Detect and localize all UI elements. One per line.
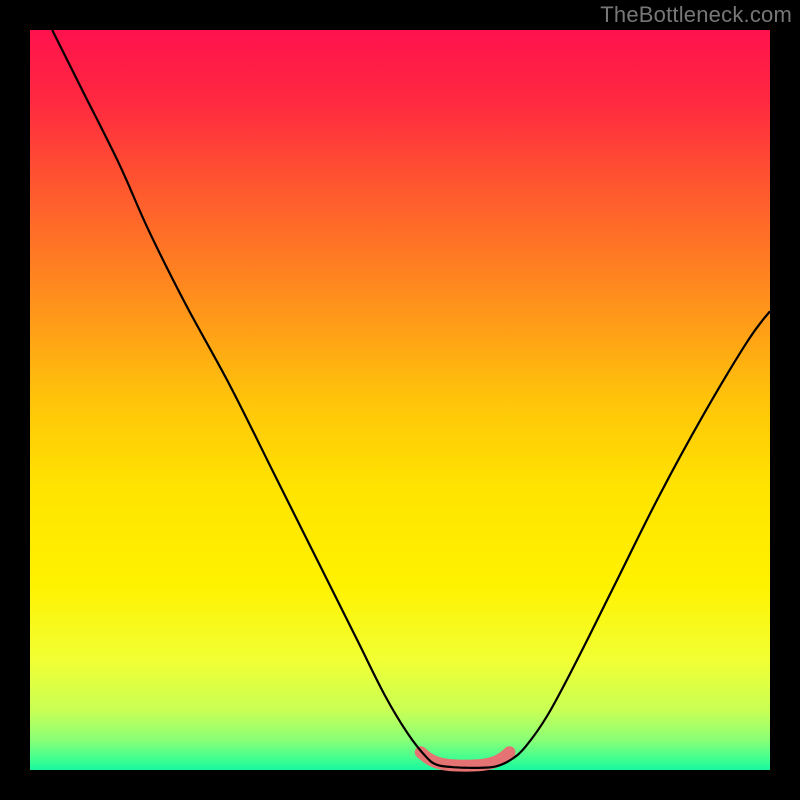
watermark-text: TheBottleneck.com: [600, 2, 792, 28]
chart-container: TheBottleneck.com: [0, 0, 800, 800]
bottleneck-chart: [0, 0, 800, 800]
gradient-plot-area: [30, 30, 770, 770]
